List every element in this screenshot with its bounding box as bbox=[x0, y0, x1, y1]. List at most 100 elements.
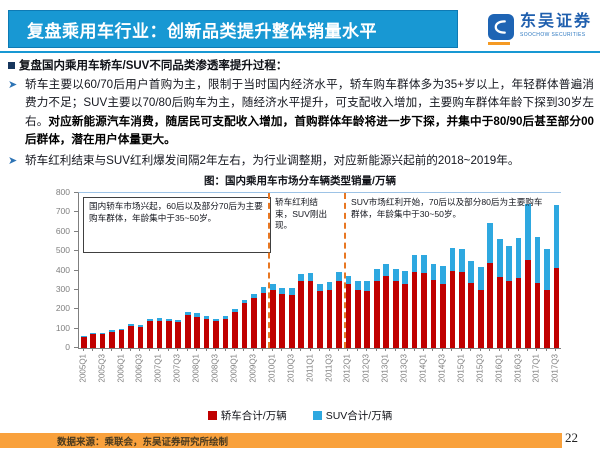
x-tick bbox=[144, 348, 153, 396]
logo-name-cn: 东吴证券 bbox=[519, 13, 592, 30]
bar-2016Q1 bbox=[495, 193, 504, 348]
bar-segment bbox=[373, 269, 380, 282]
section-heading: 复盘国内乘用车轿车/SUV不同品类渗透率提升过程： bbox=[8, 57, 594, 73]
bar-segment bbox=[307, 281, 314, 348]
x-tick bbox=[295, 348, 304, 396]
x-tick-label: 2015Q1 bbox=[456, 354, 466, 383]
bar-segment bbox=[459, 272, 465, 348]
x-tick: 2015Q1 bbox=[456, 348, 465, 396]
bar-segment bbox=[392, 268, 399, 282]
bar-segment bbox=[421, 273, 427, 348]
x-tick: 2007Q3 bbox=[173, 348, 182, 396]
bar-segment bbox=[383, 276, 390, 348]
x-tick-label: 2005Q3 bbox=[97, 354, 107, 383]
x-tick-label: 2008Q3 bbox=[210, 354, 220, 383]
bar-segment bbox=[468, 283, 475, 348]
bar-segment bbox=[109, 331, 115, 348]
x-tick: 2014Q1 bbox=[418, 348, 428, 396]
bar-segment bbox=[118, 328, 125, 331]
x-tick-label: 2012Q3 bbox=[361, 354, 371, 383]
bar-segment bbox=[118, 330, 125, 348]
bar-segment bbox=[99, 332, 106, 335]
x-tick: 2015Q3 bbox=[475, 348, 484, 396]
bar-segment bbox=[156, 318, 163, 321]
bar-segment bbox=[383, 263, 390, 277]
bar-segment bbox=[298, 273, 304, 282]
bar-segment bbox=[317, 291, 323, 348]
x-tick: 2009Q1 bbox=[229, 348, 238, 396]
x-tick-label: 2016Q1 bbox=[494, 354, 504, 383]
x-tick-label: 2014Q3 bbox=[437, 354, 447, 383]
bar-2005Q1 bbox=[79, 193, 88, 348]
bar-segment bbox=[288, 294, 295, 348]
bar-2015Q4 bbox=[485, 193, 494, 348]
bullet-text-2: 轿车红利结束与SUV红利爆发间隔2年左右，为行业调整期，对应新能源兴起前的201… bbox=[25, 153, 520, 167]
bar-2010Q4 bbox=[296, 193, 305, 348]
bar-segment bbox=[147, 318, 153, 321]
arrow-bullet-icon: ➤ bbox=[8, 154, 18, 167]
bar-segment bbox=[506, 281, 512, 348]
bar-segment bbox=[203, 318, 210, 348]
bar-segment bbox=[165, 318, 172, 321]
bar-2008Q1 bbox=[192, 193, 201, 348]
x-tick-label: 2005Q1 bbox=[78, 354, 88, 383]
arrow-bullet-icon: ➤ bbox=[8, 79, 18, 91]
annotation-sedan-rise: 国内轿车市场兴起，60后以及部分70后为主要购车群体，年龄集中于35~50岁。 bbox=[83, 197, 271, 253]
x-tick bbox=[484, 348, 493, 396]
x-tick bbox=[428, 348, 437, 396]
bar-segment bbox=[165, 320, 172, 348]
bar-2005Q2 bbox=[88, 193, 97, 348]
bar-segment bbox=[336, 272, 342, 282]
bullet-item-2: ➤ 轿车红利结束与SUV红利爆发间隔2年左右，为行业调整期，对应新能源兴起前的2… bbox=[8, 152, 594, 170]
x-tick bbox=[466, 348, 475, 396]
bar-segment bbox=[80, 336, 87, 338]
bar-segment bbox=[355, 290, 361, 348]
bar-2007Q1 bbox=[155, 193, 164, 348]
bar-segment bbox=[251, 293, 257, 299]
x-tick: 2011Q1 bbox=[305, 348, 314, 396]
bar-segment bbox=[260, 287, 267, 293]
bar-segment bbox=[345, 284, 352, 348]
bar-segment bbox=[137, 324, 144, 327]
x-tick bbox=[258, 348, 267, 396]
bar-segment bbox=[449, 247, 456, 272]
bar-segment bbox=[449, 271, 456, 348]
bar-2011Q2 bbox=[315, 193, 324, 348]
x-tick bbox=[182, 348, 191, 396]
bar-2012Q3 bbox=[363, 193, 372, 348]
x-tick-label: 2011Q3 bbox=[324, 354, 333, 382]
page-number: 22 bbox=[565, 430, 578, 445]
bar-segment bbox=[355, 280, 361, 291]
bar-segment bbox=[411, 272, 418, 348]
bar-segment bbox=[156, 320, 163, 348]
logo-text: 东吴证券 SOOCHOW SECURITIES bbox=[520, 14, 592, 38]
bar-segment bbox=[269, 290, 276, 348]
x-tick-label: 2013Q1 bbox=[380, 354, 390, 383]
x-tick-label: 2007Q3 bbox=[172, 354, 182, 383]
bar-segment bbox=[402, 284, 408, 348]
x-tick-label: 2012Q1 bbox=[342, 354, 352, 383]
bar-segment bbox=[90, 334, 97, 348]
bar-2012Q1 bbox=[344, 193, 353, 348]
x-tick-label: 2006Q3 bbox=[134, 354, 144, 383]
x-tick bbox=[220, 348, 229, 396]
x-tick: 2005Q1 bbox=[78, 348, 87, 396]
bar-2016Q4 bbox=[523, 193, 532, 348]
bar-2007Q3 bbox=[174, 193, 183, 348]
y-tick-label: 300 bbox=[55, 283, 70, 294]
bar-2007Q4 bbox=[183, 193, 192, 348]
bar-segment bbox=[241, 299, 248, 304]
bar-2016Q2 bbox=[504, 193, 513, 348]
bar-segment bbox=[260, 292, 267, 348]
x-tick bbox=[409, 348, 418, 396]
x-tick bbox=[503, 348, 512, 396]
x-tick: 2008Q3 bbox=[210, 348, 220, 396]
y-tick-label: 0 bbox=[65, 342, 70, 352]
bar-segment bbox=[194, 316, 200, 348]
bar-segment bbox=[241, 303, 248, 348]
bullet-item-1: ➤ 轿车主要以60/70后用户首购为主，限制于当时国内经济水平，轿车购车群体多为… bbox=[8, 76, 594, 150]
x-tick: 2006Q3 bbox=[135, 348, 144, 396]
bar-segment bbox=[534, 282, 541, 348]
bar-segment bbox=[553, 204, 560, 268]
bar-segment bbox=[317, 284, 323, 292]
